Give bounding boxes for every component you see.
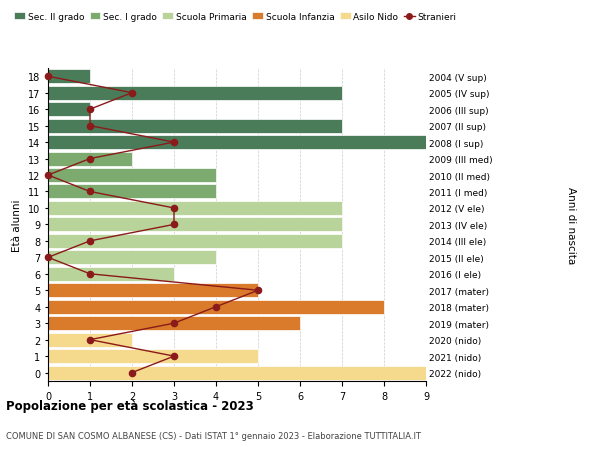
Point <box>169 353 179 360</box>
Bar <box>48 202 342 215</box>
Point <box>43 73 53 81</box>
Point <box>85 106 95 113</box>
Bar <box>48 284 258 297</box>
Y-axis label: Anni di nascita: Anni di nascita <box>566 186 576 263</box>
Point <box>169 320 179 327</box>
Bar <box>48 152 132 166</box>
Bar <box>48 103 90 117</box>
Bar <box>48 185 216 199</box>
Bar <box>48 349 258 364</box>
Point <box>169 205 179 212</box>
Bar <box>48 86 342 101</box>
Point <box>127 90 137 97</box>
Bar <box>48 235 342 248</box>
Bar <box>48 251 216 265</box>
Point <box>85 238 95 245</box>
Bar <box>48 136 426 150</box>
Bar <box>48 119 342 133</box>
Point <box>211 303 221 311</box>
Point <box>127 369 137 376</box>
Bar <box>48 168 216 183</box>
Point <box>85 123 95 130</box>
Point <box>43 172 53 179</box>
Point <box>169 221 179 229</box>
Legend: Sec. II grado, Sec. I grado, Scuola Primaria, Scuola Infanzia, Asilo Nido, Stran: Sec. II grado, Sec. I grado, Scuola Prim… <box>11 9 460 25</box>
Point <box>253 287 263 294</box>
Bar <box>48 300 384 314</box>
Bar <box>48 317 300 330</box>
Bar <box>48 267 174 281</box>
Text: Popolazione per età scolastica - 2023: Popolazione per età scolastica - 2023 <box>6 399 254 412</box>
Y-axis label: Età alunni: Età alunni <box>13 199 22 251</box>
Bar <box>48 333 132 347</box>
Point <box>85 270 95 278</box>
Point <box>85 156 95 163</box>
Point <box>85 188 95 196</box>
Bar <box>48 366 426 380</box>
Text: COMUNE DI SAN COSMO ALBANESE (CS) - Dati ISTAT 1° gennaio 2023 - Elaborazione TU: COMUNE DI SAN COSMO ALBANESE (CS) - Dati… <box>6 431 421 441</box>
Bar <box>48 218 342 232</box>
Point <box>43 254 53 262</box>
Point <box>85 336 95 344</box>
Bar <box>48 70 90 84</box>
Point <box>169 139 179 146</box>
